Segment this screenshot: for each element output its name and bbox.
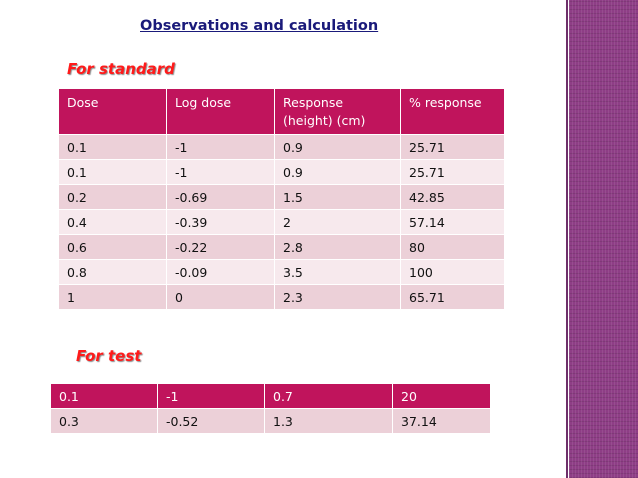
test-table: 0.1 -1 0.7 20 0.3 -0.52 1.3 37.14 <box>50 383 491 434</box>
cell-log-dose: -1 <box>166 159 275 185</box>
cell-log-dose: -1 <box>166 134 275 160</box>
cell-percent-response: 20 <box>392 383 491 409</box>
table-row: 0.3 -0.52 1.3 37.14 <box>50 408 491 434</box>
cell-dose: 1 <box>58 284 167 310</box>
cell-log-dose: -0.52 <box>157 408 265 434</box>
cell-log-dose: 0 <box>166 284 275 310</box>
cell-response: 0.9 <box>274 134 401 160</box>
cell-response: 2.8 <box>274 234 401 260</box>
cell-response: 1.5 <box>274 184 401 210</box>
cell-percent-response: 25.71 <box>400 134 505 160</box>
column-header-response: Response (height) (cm) <box>274 88 401 135</box>
cell-response: 1.3 <box>264 408 393 434</box>
table-row: 0.2 -0.69 1.5 42.85 <box>58 184 505 210</box>
table-row: 0.1 -1 0.9 25.71 <box>58 134 505 160</box>
standard-table: Dose Log dose Response (height) (cm) % r… <box>58 88 505 310</box>
column-header-percent-response: % response <box>400 88 505 135</box>
cell-percent-response: 100 <box>400 259 505 285</box>
cell-dose: 0.8 <box>58 259 167 285</box>
cell-percent-response: 37.14 <box>392 408 491 434</box>
column-header-dose: Dose <box>58 88 167 135</box>
cell-log-dose: -0.09 <box>166 259 275 285</box>
test-heading: For test <box>76 347 142 365</box>
cell-dose: 0.1 <box>58 134 167 160</box>
cell-response: 0.9 <box>274 159 401 185</box>
column-header-log-dose: Log dose <box>166 88 275 135</box>
table-row: 0.8 -0.09 3.5 100 <box>58 259 505 285</box>
cell-percent-response: 25.71 <box>400 159 505 185</box>
standard-heading: For standard <box>67 60 175 78</box>
cell-percent-response: 57.14 <box>400 209 505 235</box>
cell-response: 2.3 <box>274 284 401 310</box>
cell-response: 2 <box>274 209 401 235</box>
cell-log-dose: -0.22 <box>166 234 275 260</box>
cell-dose: 0.1 <box>50 383 158 409</box>
cell-dose: 0.2 <box>58 184 167 210</box>
table-row: 0.4 -0.39 2 57.14 <box>58 209 505 235</box>
cell-dose: 0.6 <box>58 234 167 260</box>
table-row: 1 0 2.3 65.71 <box>58 284 505 310</box>
cell-dose: 0.3 <box>50 408 158 434</box>
table-row: 0.1 -1 0.9 25.71 <box>58 159 505 185</box>
cell-percent-response: 80 <box>400 234 505 260</box>
cell-response: 0.7 <box>264 383 393 409</box>
slide-title: Observations and calculation <box>140 18 379 34</box>
decorative-side-band <box>569 0 638 478</box>
cell-dose: 0.4 <box>58 209 167 235</box>
cell-response: 3.5 <box>274 259 401 285</box>
cell-log-dose: -0.39 <box>166 209 275 235</box>
side-divider <box>566 0 568 478</box>
table-row: 0.6 -0.22 2.8 80 <box>58 234 505 260</box>
table-row: 0.1 -1 0.7 20 <box>50 383 491 409</box>
table-header-row: Dose Log dose Response (height) (cm) % r… <box>58 88 505 135</box>
cell-log-dose: -0.69 <box>166 184 275 210</box>
cell-percent-response: 42.85 <box>400 184 505 210</box>
cell-percent-response: 65.71 <box>400 284 505 310</box>
cell-dose: 0.1 <box>58 159 167 185</box>
cell-log-dose: -1 <box>157 383 265 409</box>
